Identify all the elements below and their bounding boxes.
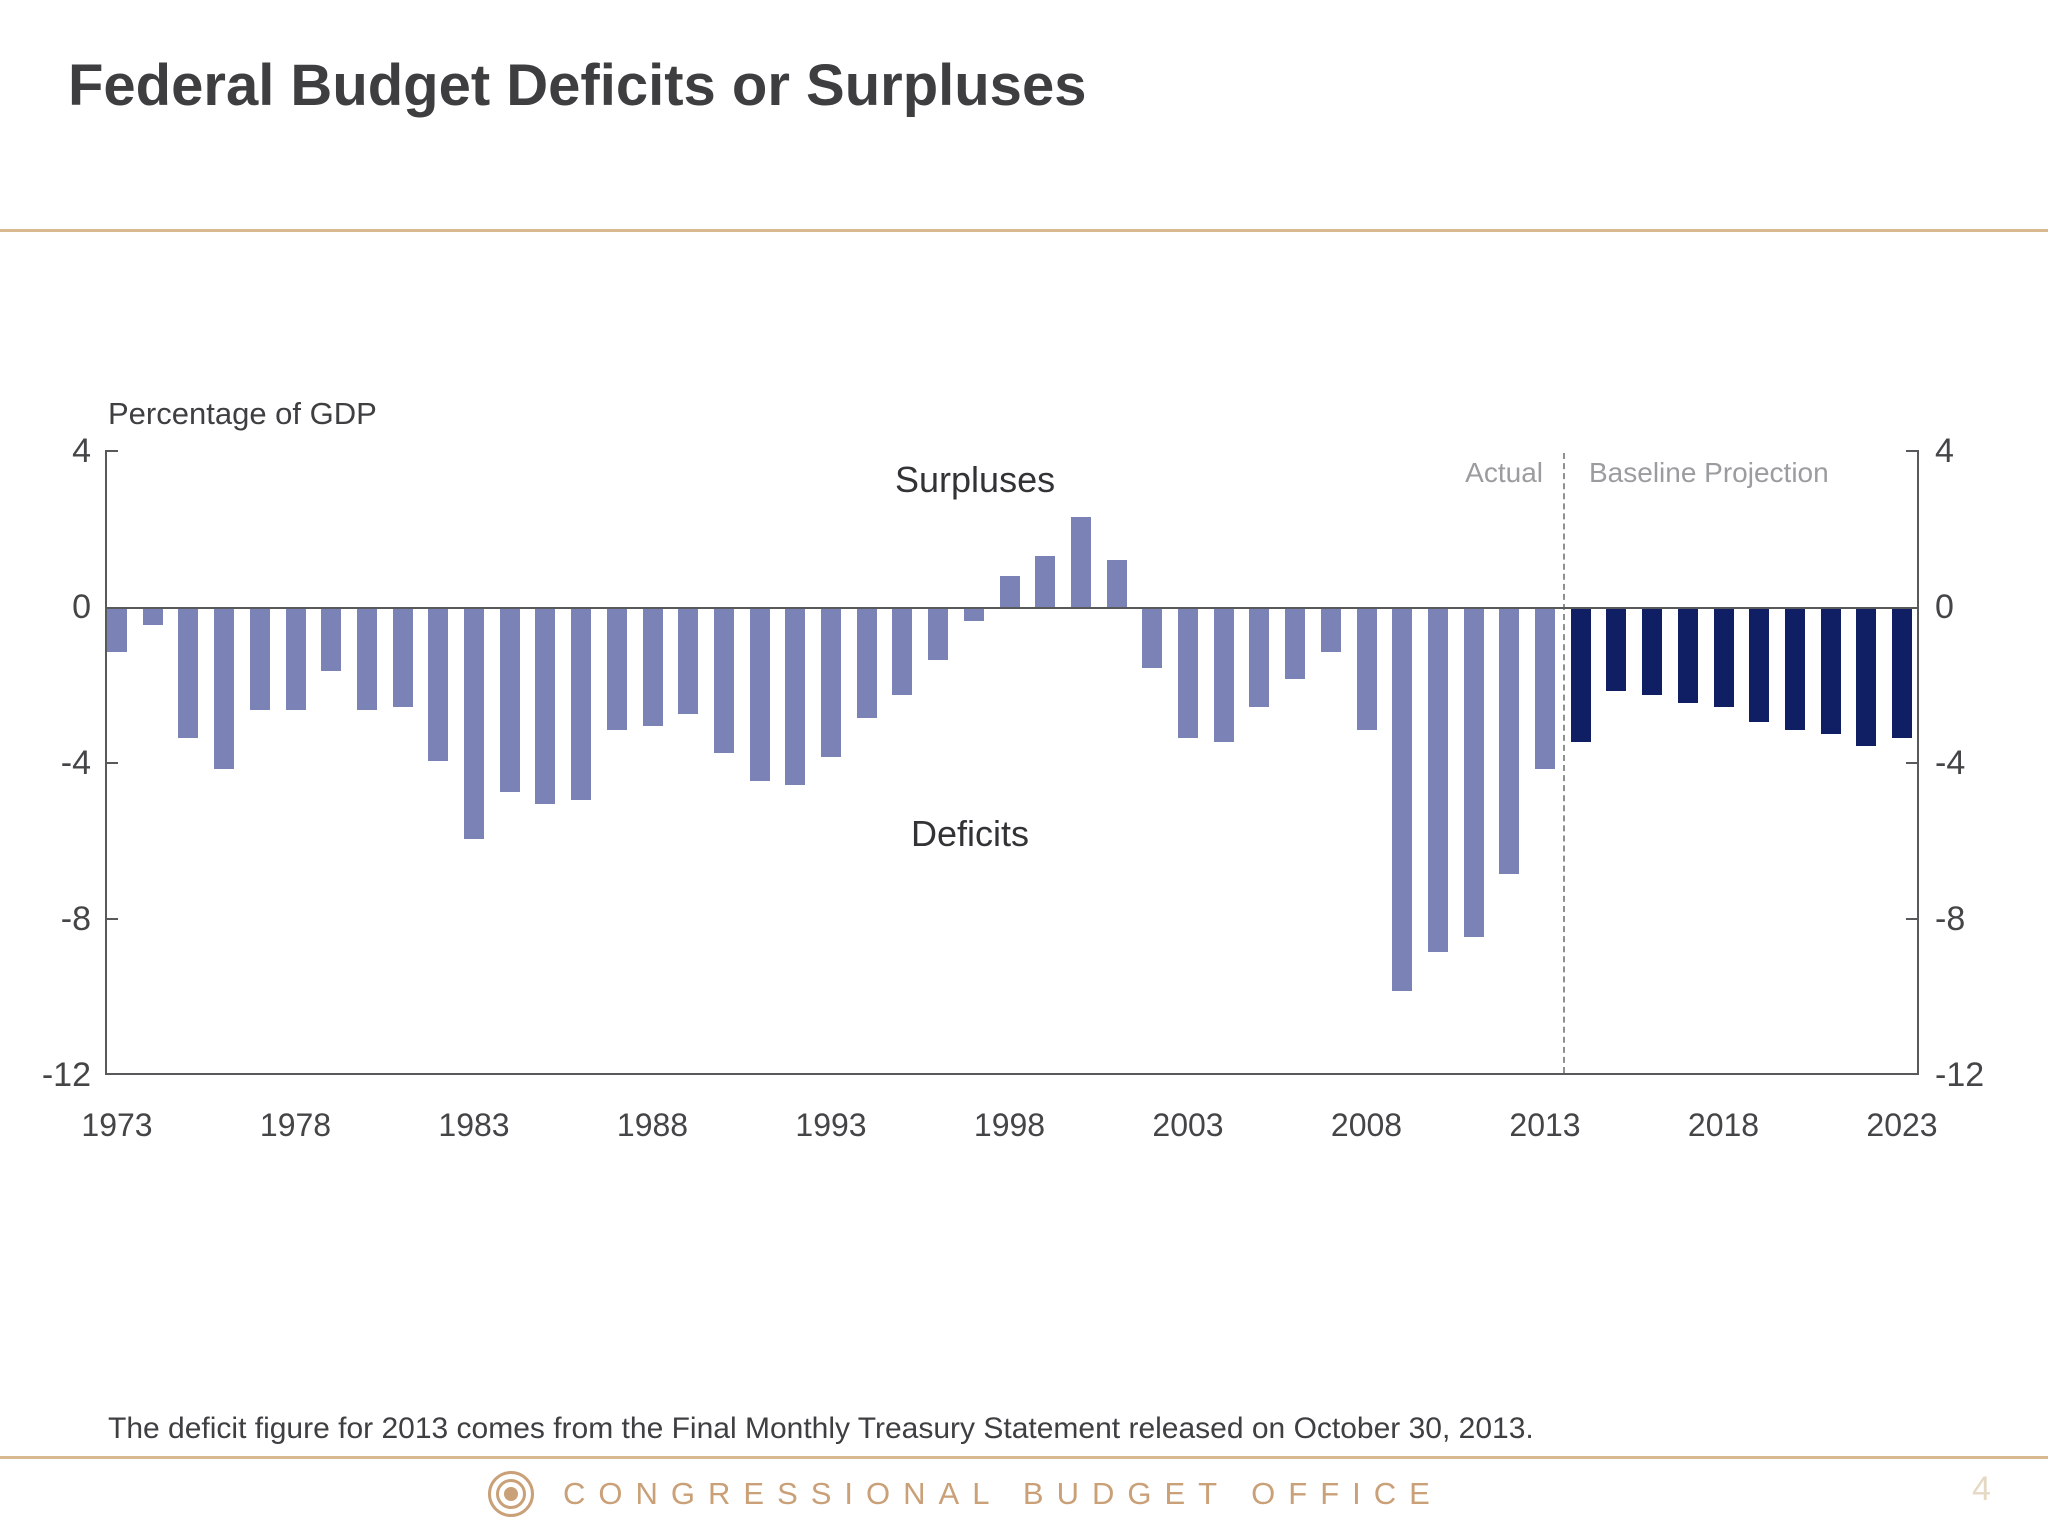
bar-1992 xyxy=(785,609,806,785)
bar-1993 xyxy=(821,609,841,758)
bar-2021 xyxy=(1820,609,1841,734)
bar-1981 xyxy=(392,609,413,707)
left-axis-tick--8 xyxy=(105,918,118,920)
top-separator-line xyxy=(0,229,2048,232)
bar-1999 xyxy=(1035,556,1056,607)
bar-2018 xyxy=(1713,609,1734,707)
bar-2020 xyxy=(1784,609,1805,730)
zero-line xyxy=(105,607,1919,609)
bar-2003 xyxy=(1178,609,1198,738)
actual-label: Actual xyxy=(1465,457,1543,488)
x-tick-label-1978: 1978 xyxy=(259,1107,332,1143)
cbo-logo-middle-ring xyxy=(496,1479,526,1509)
bar-2015 xyxy=(1606,609,1627,691)
bar-2019 xyxy=(1749,609,1770,723)
left-axis-tick-4 xyxy=(105,450,118,452)
bar-1997 xyxy=(963,609,984,621)
bar-1991 xyxy=(749,609,770,781)
x-tick-label-1973: 1973 xyxy=(81,1107,153,1143)
x-tick-label-2018: 2018 xyxy=(1687,1107,1760,1143)
right-axis-tick-4 xyxy=(1906,450,1919,452)
y-tick-label-right-0: 0 xyxy=(1935,588,1954,626)
bar-2002 xyxy=(1142,609,1163,668)
y-tick-label-left-4: 4 xyxy=(72,432,91,470)
surpluses-annotation: Surpluses xyxy=(895,459,1056,500)
y-tick-label-left-0: 0 xyxy=(72,588,91,626)
bar-2009 xyxy=(1392,609,1413,992)
y-tick-label-right-4: 4 xyxy=(1935,432,1954,470)
x-tick-label-1983: 1983 xyxy=(438,1107,510,1143)
bar-1998 xyxy=(999,575,1020,607)
x-tick-label-2008: 2008 xyxy=(1330,1107,1403,1143)
y-axis-title: Percentage of GDP xyxy=(108,396,377,431)
bar-2004 xyxy=(1213,609,1234,742)
bar-1983 xyxy=(464,609,484,840)
bar-2014 xyxy=(1570,609,1591,742)
y-tick-label-left--8: -8 xyxy=(60,900,91,938)
bar-2005 xyxy=(1249,609,1270,707)
footer-org-name: CONGRESSIONAL BUDGET OFFICE xyxy=(563,1476,1443,1511)
bar-2007 xyxy=(1320,609,1341,652)
cbo-logo-center-dot xyxy=(504,1487,518,1501)
y-tick-label-right--8: -8 xyxy=(1935,900,1966,938)
bottom-separator-line xyxy=(0,1456,2048,1459)
bar-2001 xyxy=(1106,560,1127,607)
right-axis-tick--8 xyxy=(1906,918,1919,920)
bar-2013 xyxy=(1535,609,1555,769)
bar-1987 xyxy=(606,609,627,730)
bar-2011 xyxy=(1463,609,1484,937)
bar-2022 xyxy=(1856,609,1877,746)
bar-1985 xyxy=(535,609,556,804)
bar-2012 xyxy=(1499,609,1520,875)
x-tick-label-2003: 2003 xyxy=(1152,1107,1224,1143)
bar-1982 xyxy=(428,609,449,762)
bar-1990 xyxy=(713,609,734,754)
x-tick-label-1993: 1993 xyxy=(795,1107,867,1143)
baseline-projection-label: Baseline Projection xyxy=(1589,457,1829,488)
footnote: The deficit figure for 2013 comes from t… xyxy=(108,1412,1534,1445)
bar-1994 xyxy=(856,609,877,719)
bar-chart-plot-area: Surpluses Deficits Actual Baseline Proje… xyxy=(42,434,1984,1143)
bar-1975 xyxy=(178,609,199,738)
y-tick-label-right--12: -12 xyxy=(1935,1056,1985,1094)
bar-1995 xyxy=(892,609,913,695)
footer: CONGRESSIONAL BUDGET OFFICE 4 xyxy=(0,1468,2048,1528)
bar-2016 xyxy=(1642,609,1663,695)
bar-2006 xyxy=(1285,609,1306,680)
y-tick-label-left--12: -12 xyxy=(41,1056,91,1094)
bar-2010 xyxy=(1427,609,1448,953)
actual-projection-divider-line xyxy=(1562,453,1565,1073)
page-title: Federal Budget Deficits or Surpluses xyxy=(68,53,1087,118)
bar-1996 xyxy=(928,609,949,660)
bar-1986 xyxy=(571,609,592,801)
x-tick-label-2023: 2023 xyxy=(1866,1107,1938,1143)
bar-2008 xyxy=(1356,609,1377,730)
bar-2000 xyxy=(1070,517,1091,607)
bar-1980 xyxy=(356,609,377,711)
page-number: 4 xyxy=(1972,1470,1991,1508)
bar-1984 xyxy=(499,609,520,793)
deficits-annotation: Deficits xyxy=(910,813,1030,854)
y-tick-label-right--4: -4 xyxy=(1935,744,1966,782)
bar-1978 xyxy=(285,609,306,711)
bar-2023 xyxy=(1892,609,1912,738)
bar-1979 xyxy=(321,609,342,672)
y-tick-label-left--4: -4 xyxy=(60,744,91,782)
x-tick-label-1998: 1998 xyxy=(973,1107,1046,1143)
cbo-logo-icon xyxy=(488,1471,534,1517)
bar-1989 xyxy=(678,609,699,715)
right-axis-tick--4 xyxy=(1906,762,1919,764)
cbo-logo-outer-ring xyxy=(488,1471,534,1517)
x-tick-label-2013: 2013 xyxy=(1509,1107,1581,1143)
bar-1977 xyxy=(249,609,270,711)
x-tick-label-1988: 1988 xyxy=(616,1107,689,1143)
bar-1973 xyxy=(107,609,127,652)
bar-1976 xyxy=(214,609,235,769)
x-axis-line xyxy=(105,1073,1919,1075)
bar-1988 xyxy=(642,609,663,726)
bar-2017 xyxy=(1677,609,1698,703)
bar-1974 xyxy=(142,609,163,625)
left-axis-tick--4 xyxy=(105,762,118,764)
